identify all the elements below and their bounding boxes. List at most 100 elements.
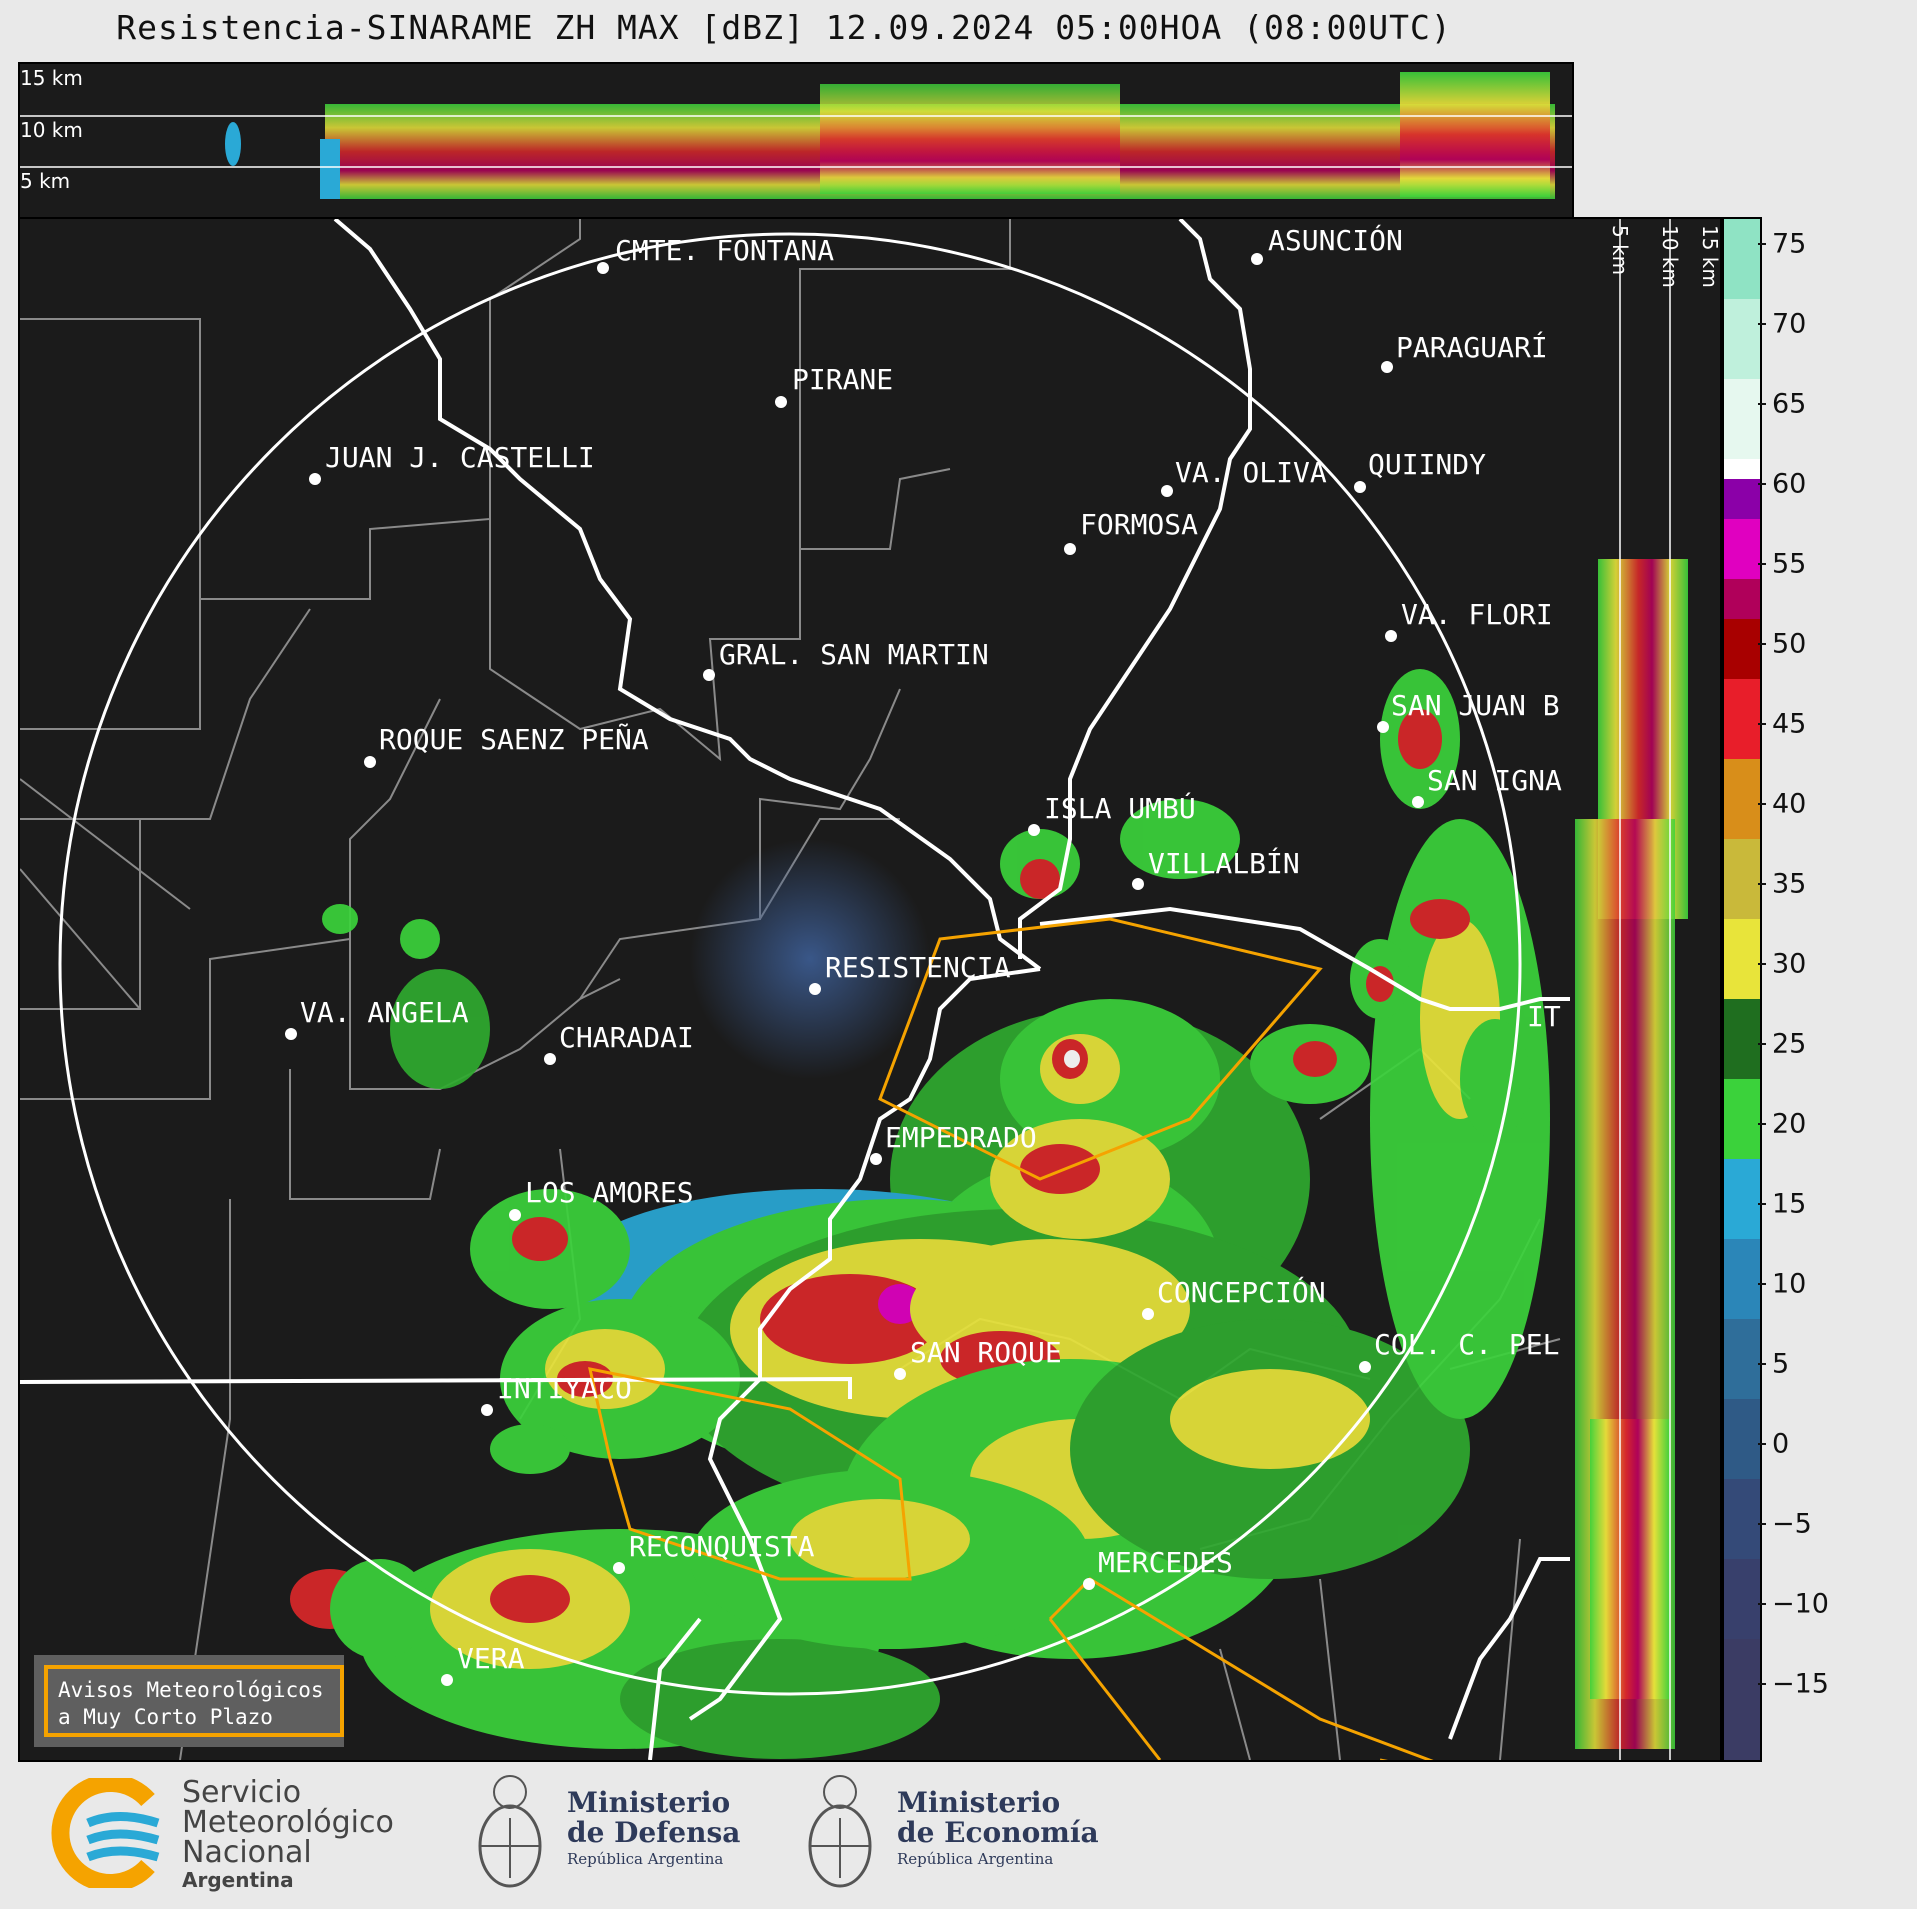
city-dot [1083,1578,1095,1590]
city-label-asuncion: ASUNCIÓN [1268,224,1403,257]
precipitation-echoes [290,669,1550,1759]
colorbar-tick-0: 0 [1772,1428,1790,1460]
city-dot [1377,721,1389,733]
right-height-label-15: 15 km [1698,225,1722,288]
warning-polygons [588,917,1434,1760]
colorbar-swatches [1724,219,1760,1760]
city-dot [309,473,321,485]
right-cross-section-echoes [1575,219,1688,1760]
city-label-cmte-fontana: CMTE. FONTANA [615,234,835,267]
city-label-isla-umbu: ISLA UMBÚ [1044,792,1196,825]
city-label-quiindy: QUIINDY [1368,448,1487,481]
city-dot [1251,253,1263,265]
top-height-label-10: 10 km [20,118,83,142]
map-title: Resistencia-SINARAME ZH MAX [dBZ] 12.09.… [116,8,1452,47]
smn-line2: Meteorológico [182,1805,394,1840]
city-dot [1359,1361,1371,1373]
city-dot [1385,630,1397,642]
warning-box-line1: Avisos Meteorológicos [58,1678,324,1702]
top-cross-section: 15 km 10 km 5 km [18,62,1574,221]
city-label-pirane: PIRANE [792,363,894,396]
city-label-los-amores: LOS AMORES [525,1176,694,1209]
colorbar-tick-minus10: −10 [1772,1588,1829,1620]
city-dot [894,1368,906,1380]
economia-line1: Ministerio [897,1786,1061,1819]
radar-map[interactable]: CMTE. FONTANA ASUNCIÓN PIRANE PARAGUARÍ … [18,217,1574,1762]
city-dot [441,1674,453,1686]
colorbar-tick-15: 15 [1772,1188,1807,1220]
city-dot [364,756,376,768]
city-label-va-oliva: VA. OLIVA [1175,456,1327,489]
colorbar-tick-25: 25 [1772,1028,1807,1060]
defensa-logo-text: Ministerio de Defensa República Argentin… [567,1788,740,1870]
defensa-line2: de Defensa [567,1816,741,1849]
city-label-paraguari: PARAGUARÍ [1396,331,1548,364]
city-label-va-flori: VA. FLORI [1401,598,1553,631]
city-dot [544,1053,556,1065]
economia-line2: de Economía [897,1816,1099,1849]
colorbar-tick-20: 20 [1772,1108,1807,1140]
city-label-gral-san-martin: GRAL. SAN MARTIN [719,638,989,671]
city-dot [481,1404,493,1416]
right-height-label-10: 10 km [1658,225,1682,288]
city-dot [809,983,821,995]
city-dot [285,1028,297,1040]
city-label-empedrado: EMPEDRADO [885,1121,1037,1154]
colorbar-tick-10: 10 [1772,1268,1807,1300]
colorbar-tick-55: 55 [1772,548,1807,580]
city-dot [1028,824,1040,836]
smn-line3: Nacional [182,1835,312,1870]
city-dot [703,669,715,681]
city-label-villalbin: VILLALBÍN [1148,847,1300,880]
colorbar-tick-minus5: −5 [1772,1508,1812,1540]
city-label-vera: VERA [457,1642,525,1675]
colorbar-tick-75: 75 [1772,228,1807,260]
right-cross-section: 5 km 10 km 15 km [1570,217,1722,1762]
city-label-resistencia: RESISTENCIA [825,951,1011,984]
city-dot [613,1562,625,1574]
defensa-line1: Ministerio [567,1786,731,1819]
range-ring [58,232,1522,1696]
city-dot [870,1153,882,1165]
city-label-formosa: FORMOSA [1080,508,1199,541]
colorbar-tick-50: 50 [1772,628,1807,660]
city-dot [1354,481,1366,493]
international-borders [20,219,1572,1760]
city-label-col-c-pel: COL. C. PEL [1374,1328,1560,1361]
warning-box[interactable]: Avisos Meteorológicos a Muy Corto Plazo [34,1655,344,1747]
economia-line3: República Argentina [897,1850,1054,1868]
radar-map-layer [20,219,1572,1760]
colorbar-tick-35: 35 [1772,868,1807,900]
top-height-label-5: 5 km [20,169,71,193]
colorbar [1722,217,1762,1762]
city-label-juan-j-castelli: JUAN J. CASTELLI [325,441,595,474]
city-dot [509,1209,521,1221]
right-height-label-5: 5 km [1608,225,1632,276]
colorbar-tick-40: 40 [1772,788,1807,820]
city-dot [1064,543,1076,555]
economia-logo-text: Ministerio de Economía República Argenti… [897,1788,1099,1870]
warning-box-frame: Avisos Meteorológicos a Muy Corto Plazo [44,1665,344,1737]
city-dot [1142,1308,1154,1320]
colorbar-tick-5: 5 [1772,1348,1790,1380]
colorbar-tick-30: 30 [1772,948,1807,980]
city-dot [1132,878,1144,890]
smn-logo-icon [51,1778,160,1888]
city-label-concepcion: CONCEPCIÓN [1157,1276,1326,1309]
top-height-label-15: 15 km [20,66,83,90]
colorbar-tick-45: 45 [1772,708,1807,740]
colorbar-tick-70: 70 [1772,308,1807,340]
city-dot [597,262,609,274]
city-label-reconquista: RECONQUISTA [629,1530,815,1563]
smn-logo-text: Servicio Meteorológico Nacional Argentin… [182,1775,394,1893]
argentina-coat-of-arms-icon [808,1775,872,1888]
city-label-san-igna: SAN IGNA [1427,764,1562,797]
argentina-coat-of-arms-icon [478,1775,542,1888]
smn-line4: Argentina [182,1868,294,1892]
city-label-san-roque: SAN ROQUE [910,1336,1062,1369]
city-label-charadai: CHARADAI [559,1021,694,1054]
city-dot [1381,361,1393,373]
smn-line1: Servicio [182,1775,302,1810]
city-label-intiyaco: INTIYACO [497,1372,632,1405]
colorbar-tick-60: 60 [1772,468,1807,500]
